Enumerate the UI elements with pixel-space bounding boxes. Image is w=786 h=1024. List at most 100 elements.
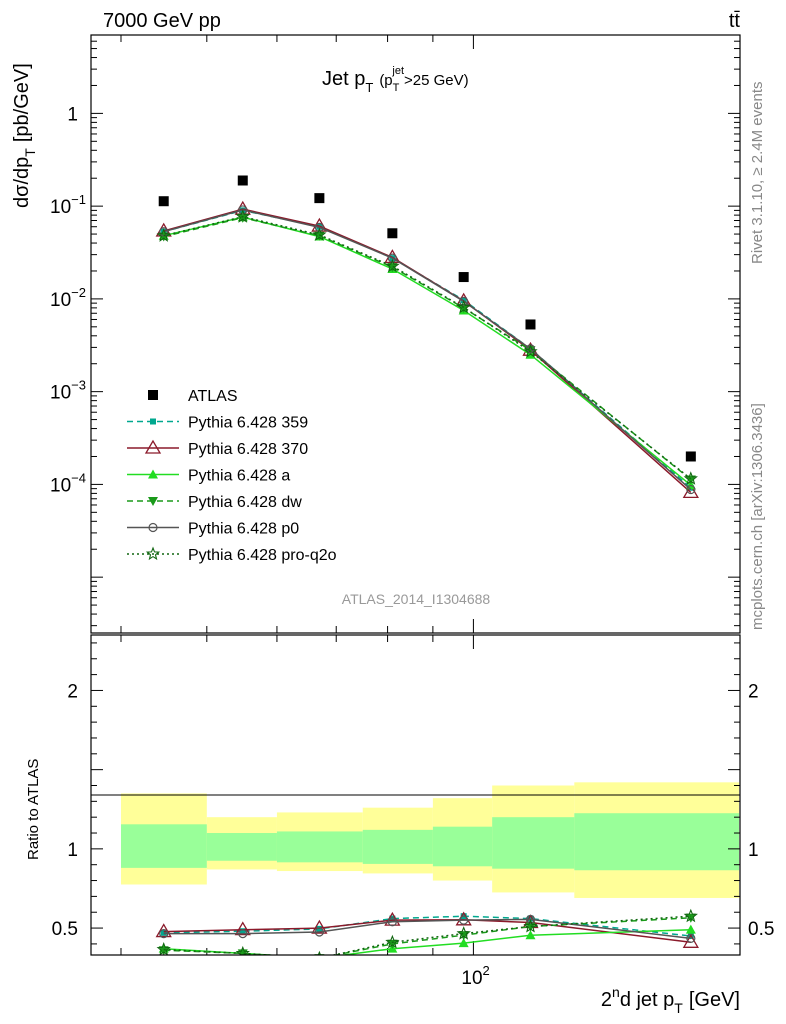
ratio-y-tick-label-right: 0.5 [748,919,774,940]
ratio-series-point [156,941,171,955]
main-y-tick-label-base: 10 [50,290,71,311]
ratio-series-point [459,915,469,925]
legend-label: Pythia 6.428 359 [188,415,308,432]
ratio-series-point [155,923,172,938]
mcplots-label: mcplots.cern.ch [arXiv:1306.3436] [749,403,766,630]
ratio-series-point [525,930,536,940]
ratio-x-tick-label: 102 [461,963,489,989]
ratio-stat-band [120,824,207,868]
main-series-point [237,213,248,223]
main-y-tick-label: 10−1 [50,192,86,218]
ratio-series-point [685,924,696,934]
main-y-tick-label-exp: −1 [71,192,86,207]
header-left: 7000 GeV pp [103,10,221,32]
ratio-series-point [238,929,248,939]
x-axis-label-unit: [GeV] [689,989,740,1011]
ratio-stat-band [362,829,433,864]
main-series-point [459,296,469,306]
legend-label: Pythia 6.428 pro-q2o [188,547,337,564]
legend-label: Pythia 6.428 370 [188,441,308,458]
ratio-x-tick-label-exp: 2 [483,963,490,978]
ratio-series-point [316,925,323,932]
main-series-point [314,222,324,232]
ratio-series-line [163,915,691,955]
legend-marker [148,497,158,506]
x-axis-label-sub: T [674,1000,683,1016]
ratio-stat-band [492,817,575,869]
legend-label: ATLAS [188,388,238,405]
legend-marker [148,390,158,400]
ratio-series-point [527,915,534,922]
main-y-tick-label-exp: −4 [71,470,86,485]
main-series-point [314,231,325,241]
atlas-data-point [387,228,398,239]
main-series-point [235,209,250,223]
ratio-series-point [389,915,396,922]
legend-marker [150,418,156,425]
atlas-data-point [314,193,325,204]
main-series-point [156,228,171,242]
main-y-axis-label-main: dσ/dp [11,157,33,208]
ratio-series-point [235,945,250,955]
main-series-point [683,471,698,485]
main-y-tick-label: 10−3 [50,378,86,404]
legend-label: Pythia 6.428 a [188,468,290,485]
main-y-tick-label: 10−2 [50,285,86,311]
chart-title-cut-sup: jet [391,65,404,77]
ratio-series-point [314,927,324,937]
atlas-data-point [237,175,248,186]
x-axis-label: 2nd jet pT [GeV] [601,984,740,1016]
ratio-stat-band [432,826,493,867]
ratio-series-point [683,908,698,923]
main-panel: 10−410−310−210−11 Jet pT (pTjet>25 GeV) d… [11,34,741,634]
main-series-layer [155,175,699,499]
legend-entry: Pythia 6.428 359 [127,415,308,432]
main-y-tick-label: 1 [67,104,78,125]
atlas-data-point [458,272,469,283]
ratio-series-point [686,933,696,943]
ratio-y-tick-label-right: 2 [748,681,759,702]
x-axis-label-mid: d jet p [620,989,674,1011]
ratio-series-point [311,919,328,934]
ratio-y-tick-label-right: 1 [748,840,759,861]
chart-title-main: Jet p [322,68,365,90]
atlas-data-point [685,451,696,462]
ratio-stat-band [276,831,363,863]
ratio-series-point [385,934,400,949]
main-series-point [238,205,248,215]
main-series-point [523,344,538,358]
ratio-series-point [456,926,471,940]
chart-title-sub: T [365,80,373,95]
ratio-series-point [458,938,469,948]
main-y-tick-label-base: 10 [50,383,71,404]
chart-title-cut-post: >25 GeV) [404,72,469,89]
x-axis-label-sup: n [612,984,620,1000]
main-series-point [458,303,469,313]
ratio-y-axis-label: Ratio to ATLAS [25,759,42,860]
main-series-point [385,258,400,273]
legend-entry: Pythia 6.428 dw [127,494,302,511]
legend-entry: Pythia 6.428 370 [127,439,308,458]
main-series-point [525,346,536,356]
ratio-x-tick-label-base: 10 [461,968,482,989]
x-axis-label-pre: 2 [601,989,612,1011]
main-series-point [387,253,397,263]
ratio-stat-band [574,813,739,871]
main-frame [90,34,741,634]
main-series-line [163,215,692,480]
atlas-data-point [525,319,536,330]
legend-entry: ATLAS [148,388,238,405]
analysis-id: ATLAS_2014_I1304688 [342,591,491,607]
ratio-series-point [523,918,538,933]
legend-label: Pythia 6.428 p0 [188,521,299,538]
rivet-label: Rivet 3.1.10, ≥ 2.4M events [749,82,766,265]
main-y-tick-label-base: 10 [50,197,71,218]
legend-entry: Pythia 6.428 pro-q2o [127,546,337,564]
main-y-tick-label-exp: −2 [71,285,86,300]
chart-title-cut-pre: (p [379,72,392,89]
legend-marker [148,469,158,479]
ratio-series-point [234,921,251,936]
main-y-tick-label-exp: −3 [71,378,86,393]
